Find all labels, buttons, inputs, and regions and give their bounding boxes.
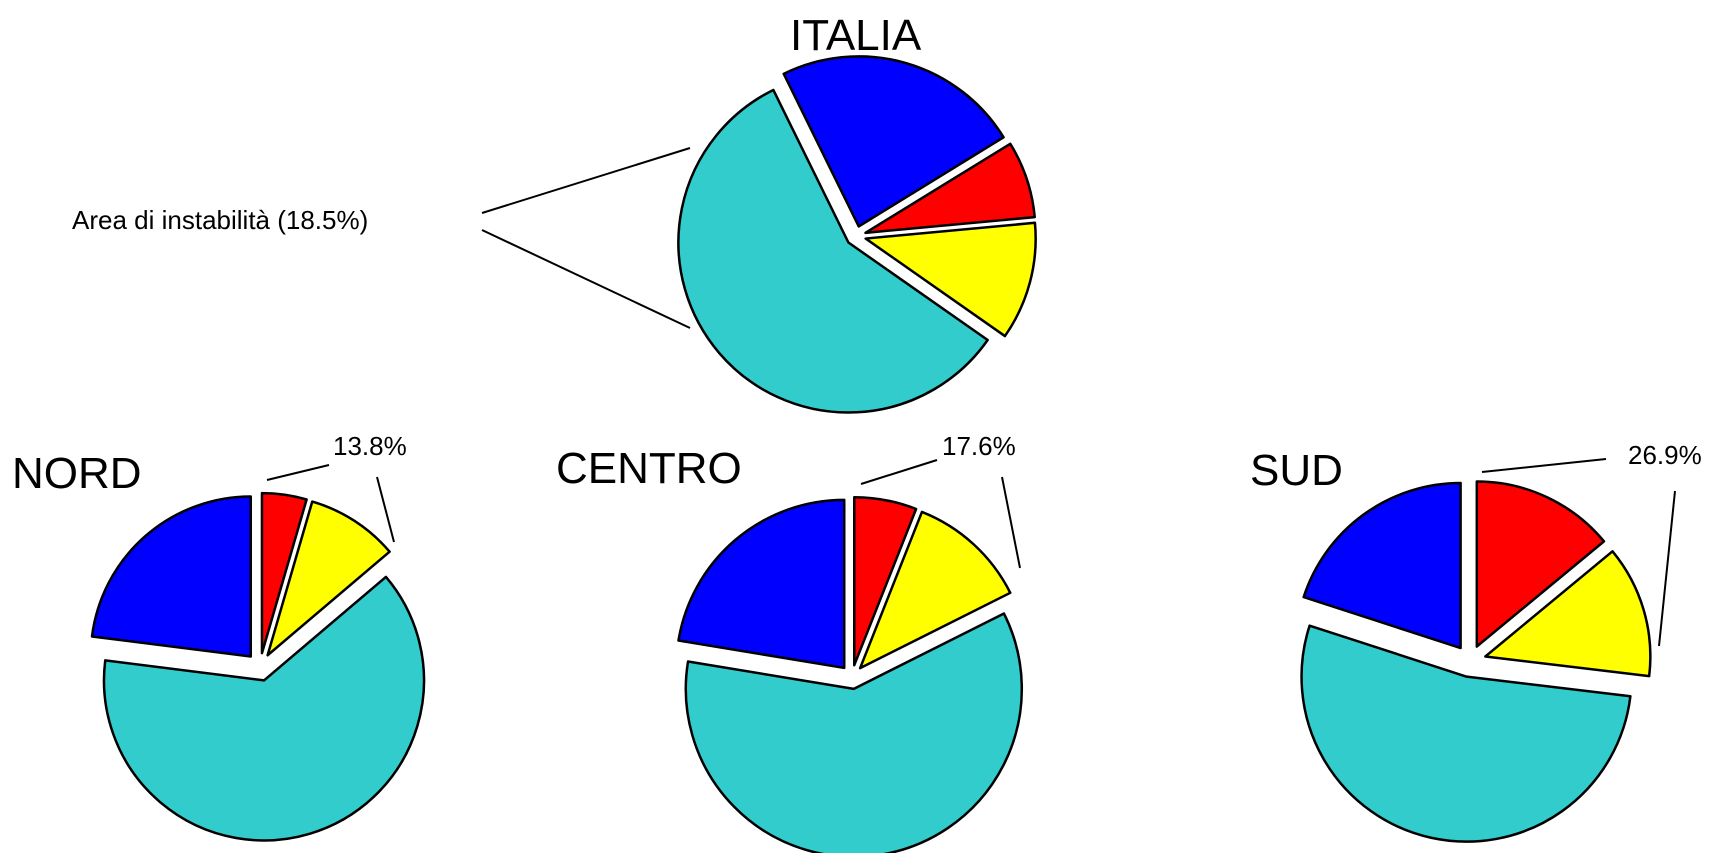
- slice-centro-yellow: [858, 510, 1012, 670]
- leader-top-sud: [1481, 458, 1607, 473]
- slice-centro-teal: [684, 612, 1024, 853]
- leader-top-italia: [481, 147, 691, 214]
- slices-italia: [677, 55, 1037, 414]
- annotation-centro: 17.6%: [942, 431, 1016, 461]
- title-centro: CENTRO: [556, 444, 742, 493]
- leader-bottom-sud: [1658, 490, 1676, 647]
- slice-sud-yellow: [1484, 550, 1652, 678]
- slices-centro: [677, 495, 1024, 853]
- slice-nord-red: [260, 491, 308, 655]
- slices-sud: [1300, 480, 1652, 843]
- slice-sud-red: [1475, 480, 1606, 648]
- leader-bottom-nord: [376, 476, 395, 543]
- leader-bottom-centro: [1001, 476, 1021, 569]
- annotation-italia: Area di instabilità (18.5%): [72, 205, 368, 235]
- pie-centro: CENTRO 17.6%: [556, 431, 1024, 853]
- slice-sud-teal: [1300, 624, 1632, 843]
- slice-italia-red: [864, 142, 1036, 235]
- pie-sud: SUD 26.9%: [1250, 440, 1702, 843]
- annotation-nord: 13.8%: [333, 431, 407, 461]
- annotation-sud: 26.9%: [1628, 440, 1702, 470]
- pie-italia: ITALIA Area di instabilità (18.5%): [72, 11, 1037, 414]
- slice-sud-blue: [1302, 481, 1462, 650]
- title-sud: SUD: [1250, 446, 1343, 495]
- slice-centro-red: [853, 495, 918, 667]
- leader-top-centro: [860, 459, 938, 485]
- title-italia: ITALIA: [790, 11, 922, 60]
- pie-nord: NORD 13.8%: [12, 431, 426, 842]
- slice-nord-teal: [102, 575, 426, 842]
- slice-italia-yellow: [864, 221, 1037, 338]
- slice-nord-blue: [90, 495, 252, 658]
- slices-nord: [90, 491, 426, 842]
- slice-nord-yellow: [266, 500, 391, 657]
- slice-centro-blue: [677, 498, 846, 670]
- slice-italia-blue: [782, 55, 1005, 228]
- slice-italia-teal: [677, 88, 989, 414]
- leader-top-nord: [266, 464, 330, 481]
- title-nord: NORD: [12, 449, 142, 498]
- leader-bottom-italia: [481, 229, 691, 329]
